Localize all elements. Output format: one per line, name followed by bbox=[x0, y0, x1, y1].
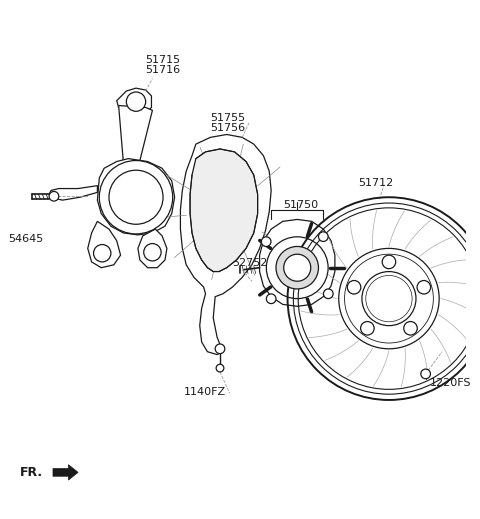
Text: 51756: 51756 bbox=[210, 123, 245, 133]
Circle shape bbox=[266, 294, 276, 304]
Circle shape bbox=[382, 255, 396, 269]
Text: FR.: FR. bbox=[20, 466, 43, 479]
Circle shape bbox=[126, 92, 145, 111]
Circle shape bbox=[99, 160, 173, 234]
Circle shape bbox=[417, 280, 431, 294]
Text: 1220FS: 1220FS bbox=[430, 378, 471, 388]
Circle shape bbox=[276, 247, 318, 289]
Circle shape bbox=[266, 237, 328, 298]
Circle shape bbox=[215, 344, 225, 353]
Circle shape bbox=[94, 244, 111, 262]
Polygon shape bbox=[117, 88, 152, 115]
Circle shape bbox=[421, 369, 431, 379]
Polygon shape bbox=[97, 159, 175, 235]
Circle shape bbox=[261, 237, 271, 247]
Circle shape bbox=[109, 170, 163, 224]
Circle shape bbox=[324, 289, 333, 298]
Polygon shape bbox=[88, 222, 120, 268]
Circle shape bbox=[144, 243, 161, 261]
Circle shape bbox=[284, 254, 311, 281]
Circle shape bbox=[360, 322, 374, 335]
Text: 51755: 51755 bbox=[210, 113, 245, 123]
Polygon shape bbox=[138, 229, 167, 268]
Text: 52752: 52752 bbox=[232, 258, 268, 268]
Polygon shape bbox=[49, 186, 97, 200]
Circle shape bbox=[404, 322, 417, 335]
Polygon shape bbox=[180, 134, 271, 354]
Polygon shape bbox=[53, 465, 78, 480]
Text: 54645: 54645 bbox=[9, 234, 44, 244]
Text: 51750: 51750 bbox=[283, 200, 318, 210]
Text: 51715: 51715 bbox=[145, 56, 181, 65]
Circle shape bbox=[348, 280, 361, 294]
Polygon shape bbox=[190, 149, 258, 271]
Circle shape bbox=[318, 232, 328, 241]
Circle shape bbox=[49, 192, 59, 201]
Polygon shape bbox=[260, 220, 335, 306]
Text: 1140FZ: 1140FZ bbox=[184, 387, 227, 398]
Circle shape bbox=[216, 364, 224, 372]
Polygon shape bbox=[117, 105, 153, 193]
Text: 51712: 51712 bbox=[358, 178, 393, 188]
Text: 51716: 51716 bbox=[145, 65, 181, 75]
